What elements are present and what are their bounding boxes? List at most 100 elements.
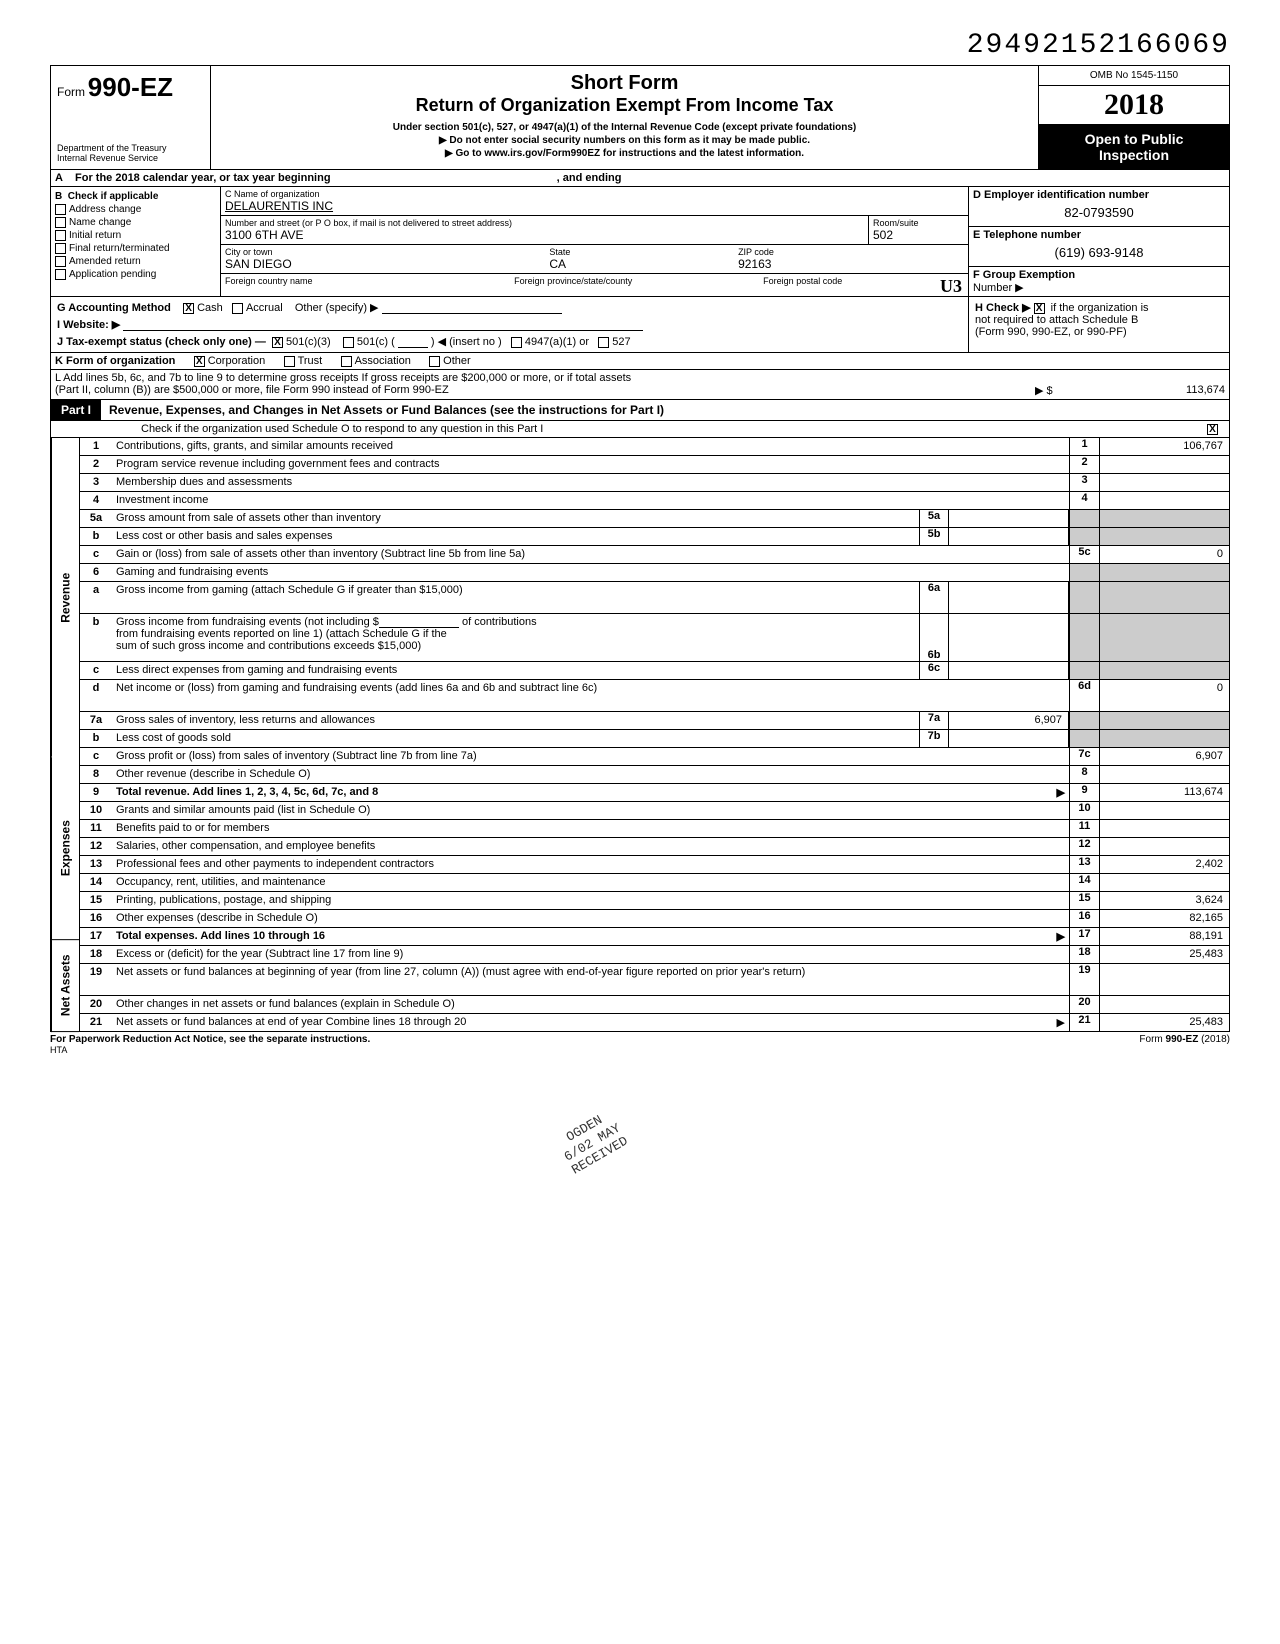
checkbox-association[interactable] [341,356,352,367]
checkbox-cash[interactable]: X [183,303,194,314]
checkbox-corporation[interactable]: X [194,356,205,367]
b-app-pending: Application pending [69,269,156,280]
website-blank[interactable] [123,319,643,331]
section-b: B Check if applicable Address change Nam… [51,187,221,296]
checkbox-application-pending[interactable] [55,269,66,280]
line6b-desc: Gross income from fundraising events (no… [112,614,919,661]
section-def: D Employer identification number 82-0793… [969,187,1229,296]
d-label: D Employer identification number [973,189,1225,201]
side-netassets: Net Assets [51,940,79,1032]
checkbox-name-change[interactable] [55,217,66,228]
stamp-ogden: OGDEN [553,1107,615,1152]
checkbox-h[interactable]: X [1034,303,1045,314]
checkbox-4947[interactable] [511,337,522,348]
form-number: 990-EZ [88,72,173,102]
line5a-desc: Gross amount from sale of assets other t… [112,510,919,527]
l-value: 113,674 [1095,384,1225,397]
line13-val: 2,402 [1099,856,1229,873]
open-to-public: Open to Public Inspection [1039,125,1229,169]
g-cash: Cash [197,302,223,314]
line14-desc: Occupancy, rent, utilities, and maintena… [112,874,1069,891]
line19-val [1099,964,1229,995]
box-7a: 7a [919,712,949,729]
sub-7b [949,730,1069,747]
checkbox-initial-return[interactable] [55,230,66,241]
line6d-desc: Net income or (loss) from gaming and fun… [112,680,1069,711]
org-address: 3100 6TH AVE [225,228,864,242]
label-a: A [51,170,71,186]
b-name-change: Name change [69,217,131,228]
phone-value: (619) 693-9148 [973,241,1225,264]
c-fcountry-label: Foreign country name [225,276,506,286]
line16-val: 82,165 [1099,910,1229,927]
e-label: E Telephone number [973,229,1225,241]
footer-hta: HTA [50,1045,67,1055]
header-center: Short Form Return of Organization Exempt… [211,66,1039,169]
checkbox-schedule-o[interactable]: X [1207,424,1218,435]
line1-desc: Contributions, gifts, grants, and simila… [112,438,1069,455]
j-501c3: 501(c)(3) [286,336,331,348]
dept-irs: Internal Revenue Service [57,153,204,163]
line6b-blank[interactable] [379,616,459,628]
k-label: K Form of organization [55,355,175,367]
title-short-form: Short Form [221,72,1028,95]
sub-6c [949,662,1069,679]
l-line2: (Part II, column (B)) are $500,000 or mo… [55,384,1035,397]
line17-val: 88,191 [1099,928,1229,945]
line8-val [1099,766,1229,783]
b-final-return: Final return/terminated [69,243,170,254]
h-txt2: not required to attach Schedule B [975,314,1138,326]
g-other-blank[interactable] [382,302,562,314]
line3-val [1099,474,1229,491]
tax-year: 2018 [1039,86,1229,125]
sub-5a [949,510,1069,527]
line20-desc: Other changes in net assets or fund bala… [112,996,1069,1013]
line4-val [1099,492,1229,509]
checkbox-address-change[interactable] [55,204,66,215]
section-bcdef: B Check if applicable Address change Nam… [50,187,1230,297]
checkbox-amended[interactable] [55,256,66,267]
k-other: Other [443,355,471,367]
sub-6b [949,614,1069,661]
line-a: A For the 2018 calendar year, or tax yea… [50,170,1230,187]
j-501c-blank[interactable] [398,336,428,348]
checkbox-other-org[interactable] [429,356,440,367]
section-gijh: G Accounting Method XCash Accrual Other … [50,297,1230,353]
org-city: SAN DIEGO [225,257,541,271]
c-fprov-label: Foreign province/state/county [514,276,755,286]
line12-val [1099,838,1229,855]
stamp-date: 6/02 MAY [561,1120,623,1165]
k-assoc: Association [355,355,411,367]
checkbox-501c3[interactable]: X [272,337,283,348]
line18-val: 25,483 [1099,946,1229,963]
j-4947: 4947(a)(1) or [525,336,589,348]
line5c-desc: Gain or (loss) from sale of assets other… [112,546,1069,563]
line6c-desc: Less direct expenses from gaming and fun… [112,662,919,679]
c-fpostal-label: Foreign postal code [763,276,964,286]
h-label: H Check ▶ [975,302,1031,314]
checkbox-501c[interactable] [343,337,354,348]
j-501c: 501(c) ( [357,336,395,348]
j-527: 527 [612,336,630,348]
checkbox-accrual[interactable] [232,303,243,314]
ein-value: 82-0793590 [973,201,1225,224]
sub-7a: 6,907 [949,712,1069,729]
line14-val [1099,874,1229,891]
box-6c: 6c [919,662,949,679]
checkbox-527[interactable] [598,337,609,348]
line7a-desc: Gross sales of inventory, less returns a… [112,712,919,729]
g-other: Other (specify) ▶ [295,302,379,314]
l-line1: L Add lines 5b, 6c, and 7b to line 9 to … [55,372,1225,384]
a-end: , and ending [557,172,622,184]
line21-val: 25,483 [1099,1014,1229,1031]
line2-desc: Program service revenue including govern… [112,456,1069,473]
line7c-val: 6,907 [1099,748,1229,765]
part1-title: Revenue, Expenses, and Changes in Net As… [101,401,1229,419]
line3-desc: Membership dues and assessments [112,474,1069,491]
b-label: Check if applicable [68,191,159,202]
checkbox-final-return[interactable] [55,243,66,254]
c-state-label: State [549,247,730,257]
line6-desc: Gaming and fundraising events [112,564,1069,581]
line21-arrow: ▶ [1057,1016,1065,1029]
checkbox-trust[interactable] [284,356,295,367]
